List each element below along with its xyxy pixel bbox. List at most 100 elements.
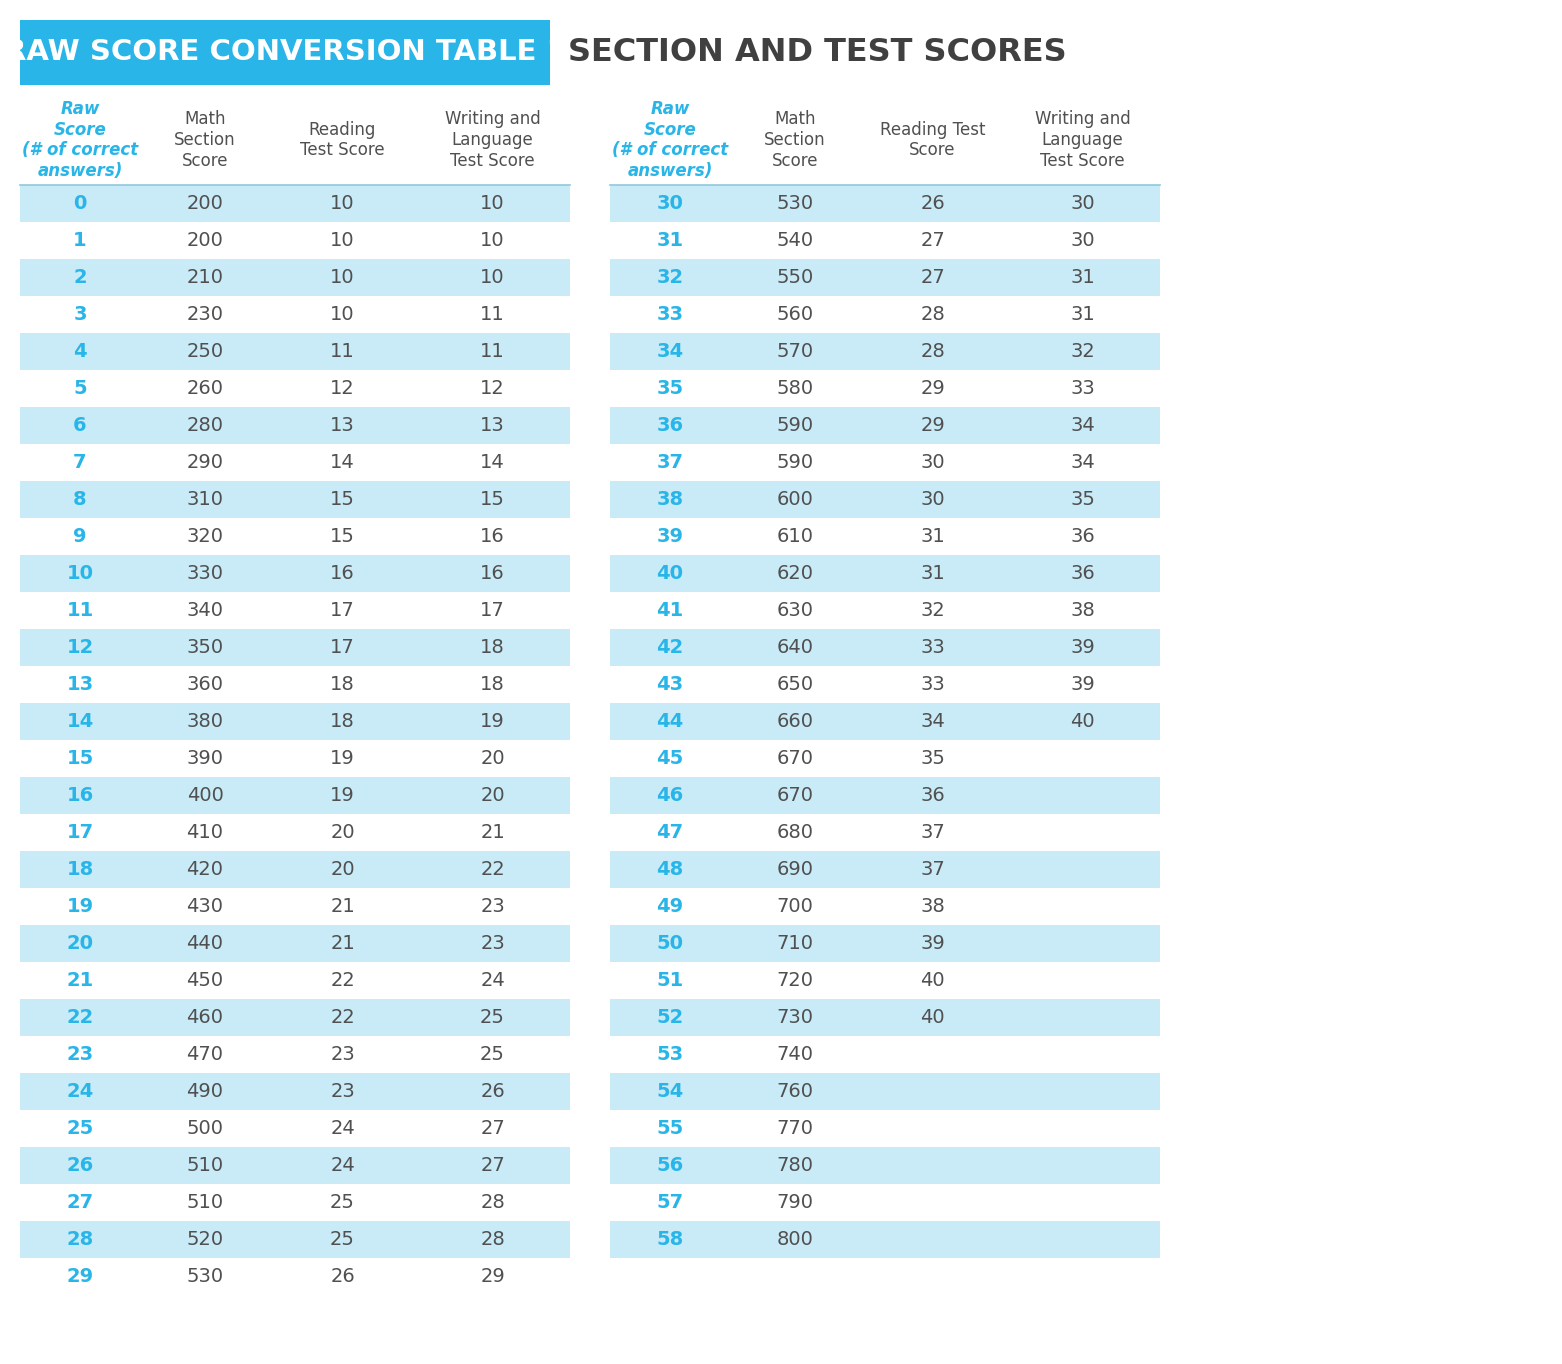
Text: 30: 30: [1070, 231, 1095, 250]
Text: 780: 780: [776, 1157, 814, 1174]
Text: 600: 600: [776, 490, 814, 509]
Text: 32: 32: [656, 267, 684, 286]
Text: 26: 26: [480, 1082, 505, 1101]
Text: 17: 17: [330, 602, 355, 621]
Text: 590: 590: [776, 416, 814, 435]
Text: 18: 18: [330, 675, 355, 694]
Text: 31: 31: [656, 231, 684, 250]
Text: 36: 36: [920, 786, 945, 805]
Text: 33: 33: [1070, 379, 1095, 398]
Text: 360: 360: [186, 675, 223, 694]
FancyBboxPatch shape: [20, 518, 570, 555]
Text: 25: 25: [330, 1230, 355, 1249]
Text: 10: 10: [330, 306, 355, 325]
Text: 17: 17: [330, 638, 355, 657]
Text: 34: 34: [1070, 416, 1095, 435]
Text: 23: 23: [480, 934, 505, 953]
FancyBboxPatch shape: [20, 445, 570, 481]
Text: 9: 9: [73, 527, 87, 546]
Text: 24: 24: [330, 1118, 355, 1138]
Text: 58: 58: [656, 1230, 684, 1249]
Text: 27: 27: [920, 231, 945, 250]
Text: 34: 34: [656, 342, 684, 361]
Text: 27: 27: [920, 267, 945, 286]
Text: 11: 11: [330, 342, 355, 361]
Text: 200: 200: [186, 194, 223, 213]
Text: 490: 490: [186, 1082, 223, 1101]
Text: 33: 33: [920, 675, 945, 694]
Text: 16: 16: [330, 563, 355, 582]
Text: SECTION AND TEST SCORES: SECTION AND TEST SCORES: [569, 37, 1067, 68]
Text: 440: 440: [186, 934, 223, 953]
Text: 28: 28: [66, 1230, 94, 1249]
Text: 21: 21: [66, 971, 94, 990]
FancyBboxPatch shape: [20, 95, 570, 186]
Text: Raw
Score
(# of correct
answers): Raw Score (# of correct answers): [22, 100, 137, 180]
Text: 45: 45: [656, 749, 684, 768]
Text: 26: 26: [330, 1267, 355, 1286]
Text: 38: 38: [1070, 602, 1095, 621]
Text: 730: 730: [776, 1008, 814, 1027]
Text: Writing and
Language
Test Score: Writing and Language Test Score: [445, 110, 540, 169]
FancyBboxPatch shape: [611, 741, 1161, 777]
FancyBboxPatch shape: [20, 592, 570, 629]
FancyBboxPatch shape: [611, 445, 1161, 481]
FancyBboxPatch shape: [611, 222, 1161, 259]
FancyBboxPatch shape: [611, 1147, 1161, 1184]
FancyBboxPatch shape: [20, 1037, 570, 1073]
FancyBboxPatch shape: [611, 518, 1161, 555]
Text: 41: 41: [656, 602, 684, 621]
Text: 51: 51: [656, 971, 684, 990]
Text: 26: 26: [920, 194, 945, 213]
Text: 56: 56: [656, 1157, 684, 1174]
Text: 19: 19: [330, 786, 355, 805]
Text: 25: 25: [66, 1118, 94, 1138]
FancyBboxPatch shape: [20, 629, 570, 666]
Text: 23: 23: [330, 1082, 355, 1101]
Text: 39: 39: [1070, 675, 1095, 694]
FancyBboxPatch shape: [20, 998, 570, 1037]
FancyBboxPatch shape: [611, 333, 1161, 370]
Text: 250: 250: [186, 342, 223, 361]
Text: 19: 19: [480, 712, 505, 731]
Text: 40: 40: [656, 563, 684, 582]
Text: 50: 50: [656, 934, 684, 953]
Text: 35: 35: [1070, 490, 1095, 509]
FancyBboxPatch shape: [611, 1073, 1161, 1110]
Text: 29: 29: [67, 1267, 94, 1286]
Text: 420: 420: [186, 859, 223, 878]
Text: 37: 37: [920, 859, 945, 878]
Text: 46: 46: [656, 786, 684, 805]
Text: 660: 660: [776, 712, 814, 731]
Text: 30: 30: [1070, 194, 1095, 213]
Text: 10: 10: [480, 194, 505, 213]
Text: 31: 31: [1070, 267, 1095, 286]
Text: 30: 30: [920, 453, 945, 472]
Text: 460: 460: [186, 1008, 223, 1027]
FancyBboxPatch shape: [611, 481, 1161, 518]
Text: 35: 35: [920, 749, 945, 768]
Text: 350: 350: [186, 638, 223, 657]
FancyBboxPatch shape: [611, 702, 1161, 741]
Text: 13: 13: [67, 675, 94, 694]
Text: 57: 57: [656, 1194, 684, 1213]
Text: 27: 27: [480, 1118, 505, 1138]
FancyBboxPatch shape: [20, 1221, 570, 1258]
Text: 5: 5: [73, 379, 87, 398]
Text: 33: 33: [920, 638, 945, 657]
Text: 720: 720: [776, 971, 814, 990]
Text: 30: 30: [656, 194, 684, 213]
FancyBboxPatch shape: [20, 186, 570, 222]
FancyBboxPatch shape: [20, 962, 570, 998]
FancyBboxPatch shape: [20, 370, 570, 406]
FancyBboxPatch shape: [611, 406, 1161, 445]
Text: 540: 540: [776, 231, 814, 250]
Text: 37: 37: [920, 822, 945, 842]
Text: 26: 26: [66, 1157, 94, 1174]
Text: 710: 710: [776, 934, 814, 953]
Text: 39: 39: [920, 934, 945, 953]
Text: 620: 620: [776, 563, 814, 582]
Text: 290: 290: [186, 453, 223, 472]
Text: 23: 23: [67, 1045, 94, 1064]
Text: 30: 30: [920, 490, 945, 509]
